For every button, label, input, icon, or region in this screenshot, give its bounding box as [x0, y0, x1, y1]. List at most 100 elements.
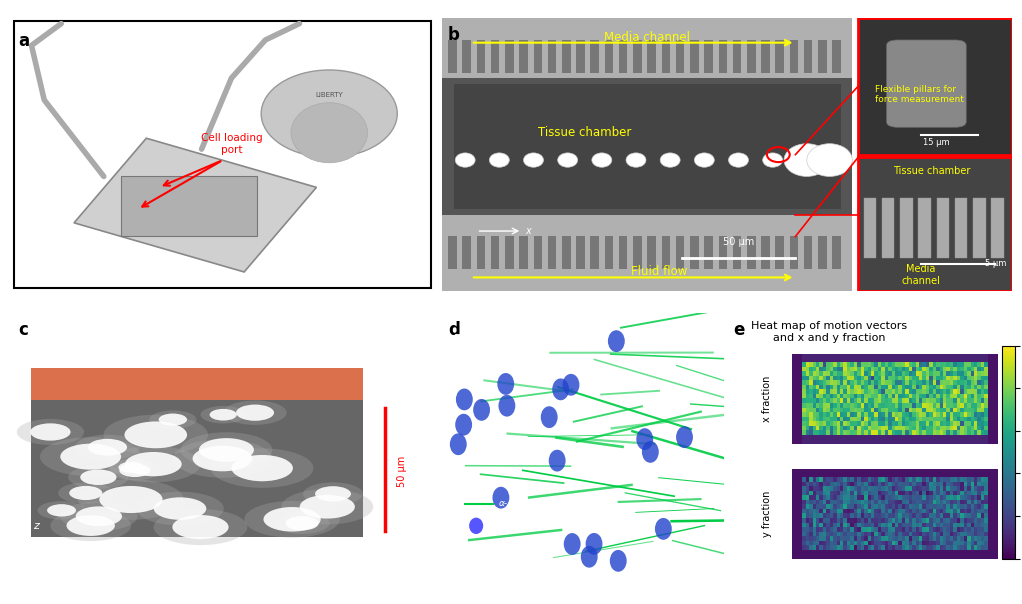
Text: Cell loading
port: Cell loading port [200, 133, 263, 155]
Bar [491, 40, 500, 72]
Ellipse shape [608, 330, 624, 352]
Bar [32, 400, 363, 537]
Bar [576, 237, 585, 269]
Bar [858, 157, 1012, 291]
Ellipse shape [304, 483, 363, 506]
Text: 5 μm: 5 μm [985, 259, 1006, 268]
Ellipse shape [158, 414, 187, 426]
Bar [936, 198, 949, 259]
Ellipse shape [109, 460, 160, 480]
Ellipse shape [47, 504, 76, 516]
Text: Media channel: Media channel [604, 31, 691, 43]
Ellipse shape [291, 103, 368, 163]
Ellipse shape [586, 533, 603, 555]
Bar [462, 237, 471, 269]
Bar [833, 237, 841, 269]
Bar [804, 40, 812, 72]
Ellipse shape [677, 426, 693, 448]
Ellipse shape [76, 506, 122, 526]
Bar [733, 237, 741, 269]
Bar [676, 237, 685, 269]
Ellipse shape [173, 439, 272, 478]
Bar [690, 237, 699, 269]
Ellipse shape [285, 516, 319, 530]
Ellipse shape [262, 70, 398, 157]
Ellipse shape [236, 405, 274, 421]
Ellipse shape [109, 459, 152, 476]
Ellipse shape [473, 399, 490, 421]
Ellipse shape [200, 406, 246, 423]
Bar [955, 198, 968, 259]
Text: y: y [91, 556, 98, 567]
Ellipse shape [784, 144, 830, 176]
Text: x: x [525, 226, 530, 236]
Text: y: y [454, 521, 460, 532]
Bar [634, 237, 642, 269]
Bar [991, 198, 1004, 259]
Bar [704, 40, 713, 72]
Text: e: e [734, 321, 745, 339]
Ellipse shape [224, 400, 287, 425]
Text: 50 μm: 50 μm [723, 237, 754, 248]
Ellipse shape [40, 437, 141, 476]
Text: Tissue chamber: Tissue chamber [538, 126, 632, 140]
Bar [747, 40, 755, 72]
Text: y fraction: y fraction [762, 490, 773, 537]
Bar [476, 237, 485, 269]
Bar [647, 40, 656, 72]
Ellipse shape [119, 462, 144, 473]
Bar [733, 40, 741, 72]
Ellipse shape [81, 469, 117, 485]
Text: z: z [33, 521, 39, 532]
Ellipse shape [562, 374, 579, 396]
Ellipse shape [694, 153, 714, 167]
Text: 50 μm: 50 μm [398, 455, 407, 487]
Ellipse shape [210, 409, 237, 420]
Bar [804, 237, 812, 269]
Text: 15 μm: 15 μm [923, 138, 949, 147]
Ellipse shape [88, 439, 127, 455]
Ellipse shape [493, 487, 509, 509]
Ellipse shape [456, 388, 473, 410]
Text: 2017: 2017 [321, 125, 337, 130]
Ellipse shape [69, 486, 102, 500]
Ellipse shape [455, 414, 472, 435]
Bar [591, 40, 599, 72]
FancyBboxPatch shape [886, 40, 966, 127]
Ellipse shape [231, 455, 293, 481]
Bar [900, 198, 913, 259]
Bar [882, 198, 894, 259]
Bar [476, 40, 485, 72]
Ellipse shape [592, 153, 612, 167]
Bar [519, 237, 527, 269]
Bar [634, 40, 642, 72]
Ellipse shape [125, 452, 182, 477]
Text: Heat map of motion vectors
and x and y fraction: Heat map of motion vectors and x and y f… [751, 321, 907, 342]
Ellipse shape [564, 533, 580, 555]
Ellipse shape [106, 446, 200, 483]
Bar [562, 237, 570, 269]
Bar [690, 40, 699, 72]
Bar [591, 237, 599, 269]
Bar [761, 40, 770, 72]
Bar [819, 237, 827, 269]
Ellipse shape [762, 153, 783, 167]
Ellipse shape [264, 507, 321, 532]
Bar [747, 237, 755, 269]
Ellipse shape [75, 435, 140, 460]
Ellipse shape [655, 518, 671, 540]
Bar [462, 40, 471, 72]
Bar [973, 198, 985, 259]
Bar [448, 40, 457, 72]
Ellipse shape [299, 495, 355, 519]
Bar [776, 237, 784, 269]
Ellipse shape [79, 479, 184, 520]
Ellipse shape [68, 466, 129, 489]
Bar [790, 237, 798, 269]
Bar [505, 237, 514, 269]
Bar [858, 18, 1012, 155]
Ellipse shape [281, 489, 373, 524]
Bar [519, 40, 527, 72]
Ellipse shape [120, 464, 150, 477]
Bar [761, 237, 770, 269]
